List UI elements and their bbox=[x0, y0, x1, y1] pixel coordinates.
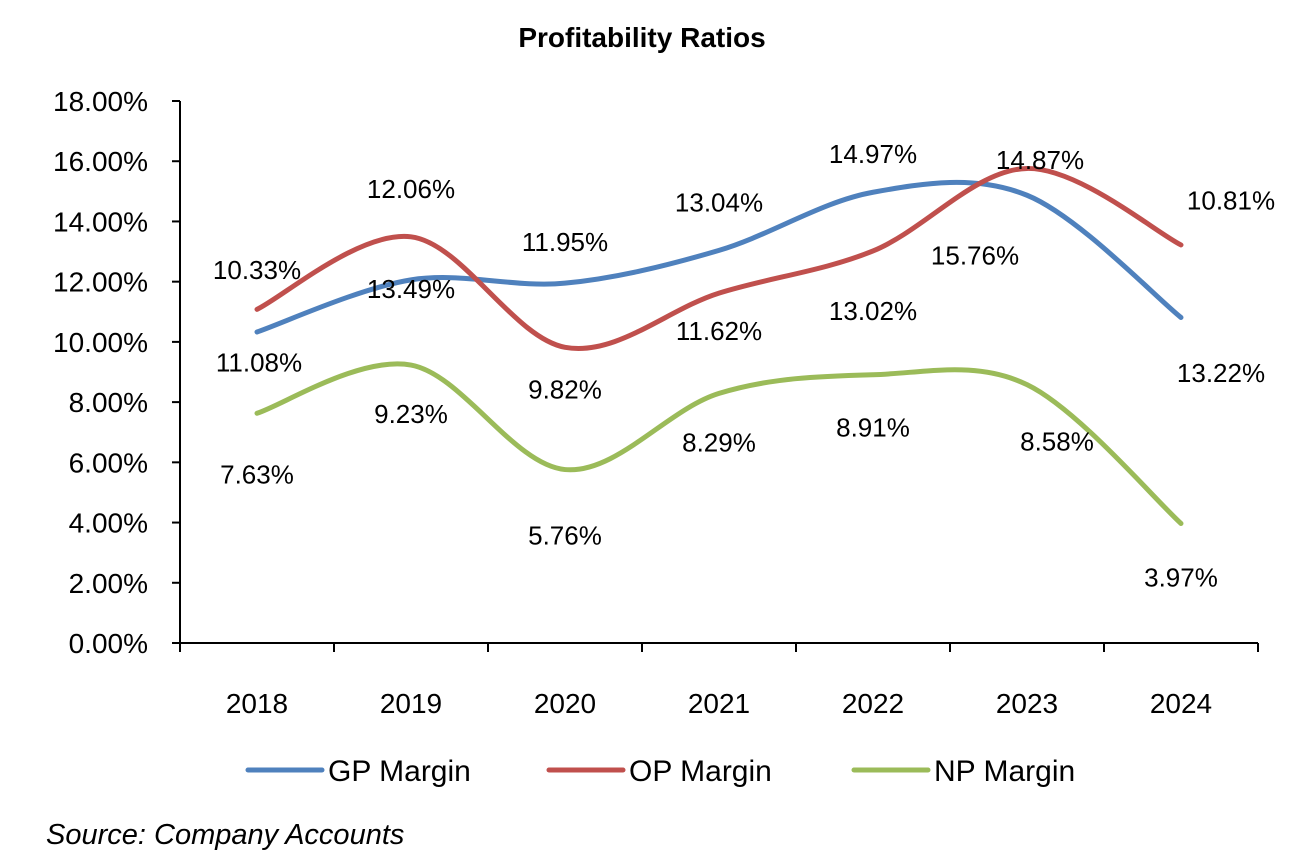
x-axis: 2018 2019 2020 2021 2022 2023 2024 bbox=[179, 642, 1259, 719]
data-label-np-margin: 5.76% bbox=[528, 521, 602, 551]
data-label-gp-margin: 14.87% bbox=[996, 145, 1084, 175]
legend-label-np-margin: NP Margin bbox=[934, 755, 1075, 788]
y-tick-label: 10.00% bbox=[53, 327, 148, 358]
x-tick-label: 2020 bbox=[534, 688, 596, 719]
x-tick-label: 2019 bbox=[380, 688, 442, 719]
series-line-op-margin bbox=[254, 165, 1184, 351]
data-label-op-margin: 11.08% bbox=[216, 347, 302, 377]
source-note: Source: Company Accounts bbox=[46, 819, 404, 851]
data-label-gp-margin: 14.97% bbox=[829, 139, 917, 169]
data-label-gp-margin: 10.33% bbox=[213, 255, 301, 285]
data-label-np-margin: 8.91% bbox=[836, 413, 910, 443]
series-line-np-margin bbox=[254, 361, 1184, 526]
data-label-op-margin: 13.02% bbox=[829, 296, 917, 326]
data-labels: 10.33% 12.06% 11.95% 13.04% 14.97% 14.87% 10.8… bbox=[213, 139, 1275, 592]
data-label-gp-margin: 11.95% bbox=[522, 227, 608, 257]
data-label-op-margin: 13.49% bbox=[367, 274, 455, 304]
x-tick-label: 2024 bbox=[1150, 688, 1212, 719]
data-label-gp-margin: 10.81% bbox=[1187, 185, 1275, 215]
series-line-gp-margin bbox=[254, 179, 1184, 335]
data-label-np-margin: 8.29% bbox=[682, 427, 756, 457]
y-tick-label: 0.00% bbox=[69, 628, 148, 659]
series-lines bbox=[254, 165, 1184, 526]
x-tick-label: 2021 bbox=[688, 688, 750, 719]
y-tick-label: 12.00% bbox=[53, 267, 148, 298]
y-tick-label: 16.00% bbox=[53, 146, 148, 177]
y-axis: 18.00% 16.00% 14.00% 12.00% 10.00% 8.00% 6.00%… bbox=[53, 86, 181, 659]
legend-label-gp-margin: GP Margin bbox=[328, 755, 471, 788]
data-label-gp-margin: 12.06% bbox=[367, 174, 455, 204]
data-label-np-margin: 9.23% bbox=[374, 399, 448, 429]
y-tick-label: 4.00% bbox=[69, 508, 148, 539]
data-label-op-margin: 11.62% bbox=[676, 316, 762, 346]
chart-title: Profitability Ratios bbox=[518, 22, 765, 53]
y-tick-label: 18.00% bbox=[53, 86, 148, 117]
data-label-op-margin: 15.76% bbox=[931, 240, 1019, 270]
data-label-np-margin: 3.97% bbox=[1144, 562, 1218, 592]
y-tick-label: 6.00% bbox=[69, 447, 148, 478]
data-label-gp-margin: 13.04% bbox=[675, 187, 763, 217]
data-label-op-margin: 13.22% bbox=[1177, 358, 1265, 388]
legend-label-op-margin: OP Margin bbox=[629, 755, 772, 788]
data-label-op-margin: 9.82% bbox=[528, 374, 602, 404]
y-tick-label: 2.00% bbox=[69, 568, 148, 599]
y-tick-label: 8.00% bbox=[69, 387, 148, 418]
x-tick-label: 2023 bbox=[996, 688, 1058, 719]
y-tick-label: 14.00% bbox=[53, 206, 148, 237]
data-label-np-margin: 7.63% bbox=[220, 459, 294, 489]
data-label-np-margin: 8.58% bbox=[1020, 427, 1094, 457]
legend: GP Margin OP Margin NP Margin bbox=[245, 755, 1075, 788]
x-tick-label: 2022 bbox=[842, 688, 904, 719]
x-tick-label: 2018 bbox=[226, 688, 288, 719]
